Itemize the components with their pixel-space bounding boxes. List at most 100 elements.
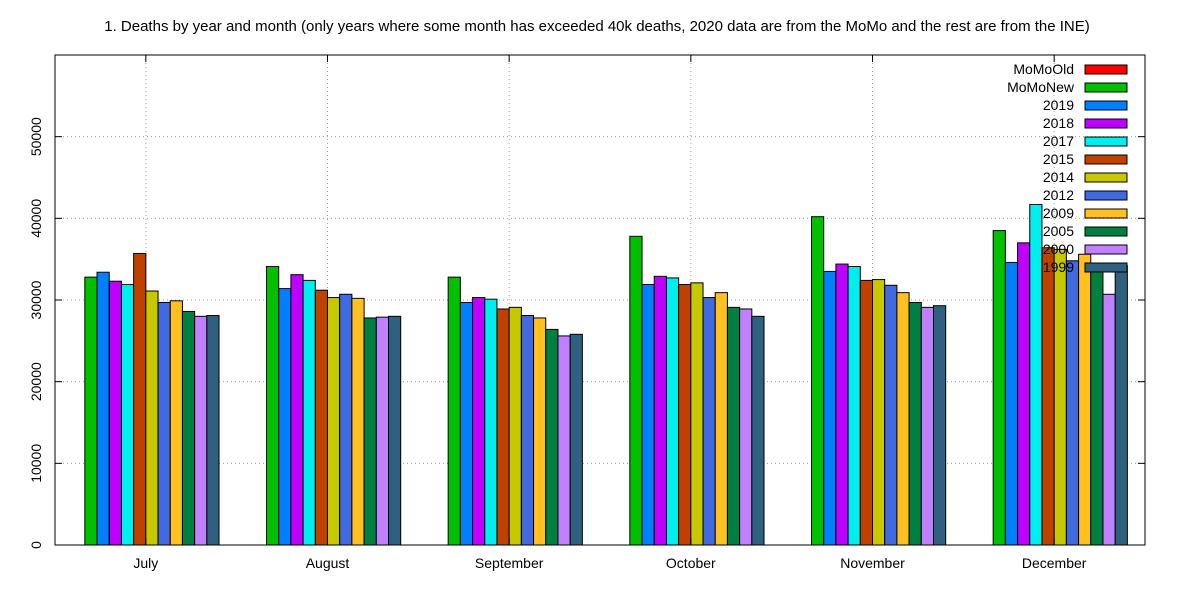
bar-2019-august: [278, 288, 292, 546]
bar-2014-december: [1053, 248, 1067, 546]
chart-title: 1. Deaths by year and month (only years …: [104, 18, 1090, 35]
legend-label: 2005: [1043, 223, 1074, 239]
bar-2005-december: [1090, 270, 1104, 546]
y-tick-label: 0: [28, 541, 44, 549]
y-tick-label: 50000: [28, 117, 44, 156]
bar-2019-december: [1004, 261, 1019, 546]
legend-swatch: [1084, 64, 1128, 75]
legend-label: 2012: [1043, 187, 1074, 203]
bar-2012-july: [157, 301, 171, 546]
x-tick-label: November: [840, 555, 905, 571]
bar-2018-december: [1017, 242, 1031, 546]
bar-2019-november: [823, 270, 837, 546]
bar-2014-november: [872, 279, 886, 546]
legend: MoMoOld MoMoNew 2019 2018 2017 2015 2014 2012 20…: [1007, 61, 1128, 275]
bar-2017-august: [302, 279, 316, 546]
bar-2015-october: [678, 283, 692, 546]
bar-2015-july: [133, 252, 147, 546]
bar-2005-november: [908, 301, 922, 546]
bar-2012-september: [520, 315, 535, 546]
bar-2015-august: [314, 289, 328, 546]
bar-momonew-december: [992, 230, 1006, 546]
bar-2005-september: [545, 328, 559, 546]
bar-2014-october: [690, 282, 704, 546]
bar-momonew-september: [447, 276, 461, 546]
y-tick-label: 20000: [28, 362, 44, 401]
bar-2018-july: [108, 280, 122, 546]
bar-2012-august: [339, 293, 353, 546]
legend-swatch: [1084, 136, 1128, 147]
bar-2009-december: [1078, 253, 1092, 546]
bar-1999-september: [569, 333, 583, 546]
bar-2018-november: [835, 263, 849, 546]
legend-label: 1999: [1043, 259, 1074, 275]
legend-label: MoMoOld: [1013, 61, 1074, 77]
bar-2009-september: [533, 317, 547, 546]
bar-momonew-august: [266, 266, 280, 546]
bar-1999-october: [751, 315, 765, 546]
bar-2017-july: [120, 283, 135, 546]
bar-momonew-november: [811, 216, 825, 546]
bar-2005-october: [726, 306, 741, 546]
bar-momonew-october: [629, 235, 643, 546]
legend-label: 2009: [1043, 205, 1074, 221]
legend-swatch: [1084, 244, 1128, 255]
x-tick-label: October: [666, 555, 716, 571]
bar-2018-october: [653, 275, 667, 546]
bar-2000-october: [739, 308, 753, 546]
bar-2009-july: [169, 300, 183, 546]
y-tick-label: 10000: [28, 444, 44, 483]
legend-swatch: [1084, 154, 1128, 165]
x-tick-label: December: [1022, 555, 1087, 571]
bar-1999-november: [933, 305, 947, 546]
bar-2009-august: [351, 297, 365, 546]
bar-2019-july: [96, 271, 110, 546]
legend-label: 2018: [1043, 115, 1074, 131]
bar-2017-september: [484, 298, 498, 546]
bar-2009-november: [896, 292, 910, 546]
legend-label: 2000: [1043, 241, 1074, 257]
bar-2017-december: [1029, 203, 1043, 546]
x-tick-label: July: [133, 555, 158, 571]
legend-swatch: [1084, 262, 1128, 273]
bar-2012-december: [1065, 260, 1080, 546]
bar-2014-september: [508, 306, 522, 546]
bar-2012-october: [702, 297, 716, 546]
legend-swatch: [1084, 190, 1128, 201]
bar-2017-october: [665, 277, 680, 546]
plot-frame: [54, 54, 1146, 546]
legend-label: 2019: [1043, 97, 1074, 113]
bar-2000-december: [1102, 293, 1116, 546]
bar-momonew-july: [84, 276, 98, 546]
y-tick-label: 30000: [28, 280, 44, 319]
bar-2015-november: [859, 279, 873, 546]
legend-swatch: [1084, 226, 1128, 237]
legend-swatch: [1084, 118, 1128, 129]
x-tick-label: August: [306, 555, 350, 571]
bar-2000-august: [375, 316, 389, 546]
bar-1999-december: [1114, 265, 1128, 546]
legend-swatch: [1084, 172, 1128, 183]
bar-2014-july: [145, 290, 159, 546]
bar-2005-august: [363, 317, 377, 546]
bar-2019-september: [459, 301, 474, 546]
bar-1999-july: [206, 315, 220, 546]
x-tick-label: September: [475, 555, 544, 571]
axes: 0 10000 20000 30000 40000 50000 July August Sept…: [28, 54, 1146, 571]
bar-2000-september: [557, 335, 571, 546]
bar-2005-july: [181, 310, 196, 546]
legend-swatch: [1084, 82, 1128, 93]
bar-2012-november: [884, 284, 898, 546]
bar-1999-august: [388, 315, 402, 546]
bar-2015-september: [496, 308, 510, 546]
legend-label: 2014: [1043, 169, 1074, 185]
legend-label: 2015: [1043, 151, 1074, 167]
legend-label: MoMoNew: [1007, 79, 1075, 95]
bar-2018-august: [290, 274, 304, 546]
bars: [84, 203, 1128, 546]
y-tick-label: 40000: [28, 199, 44, 238]
bar-2018-september: [472, 297, 486, 546]
bar-2014-august: [327, 297, 341, 546]
